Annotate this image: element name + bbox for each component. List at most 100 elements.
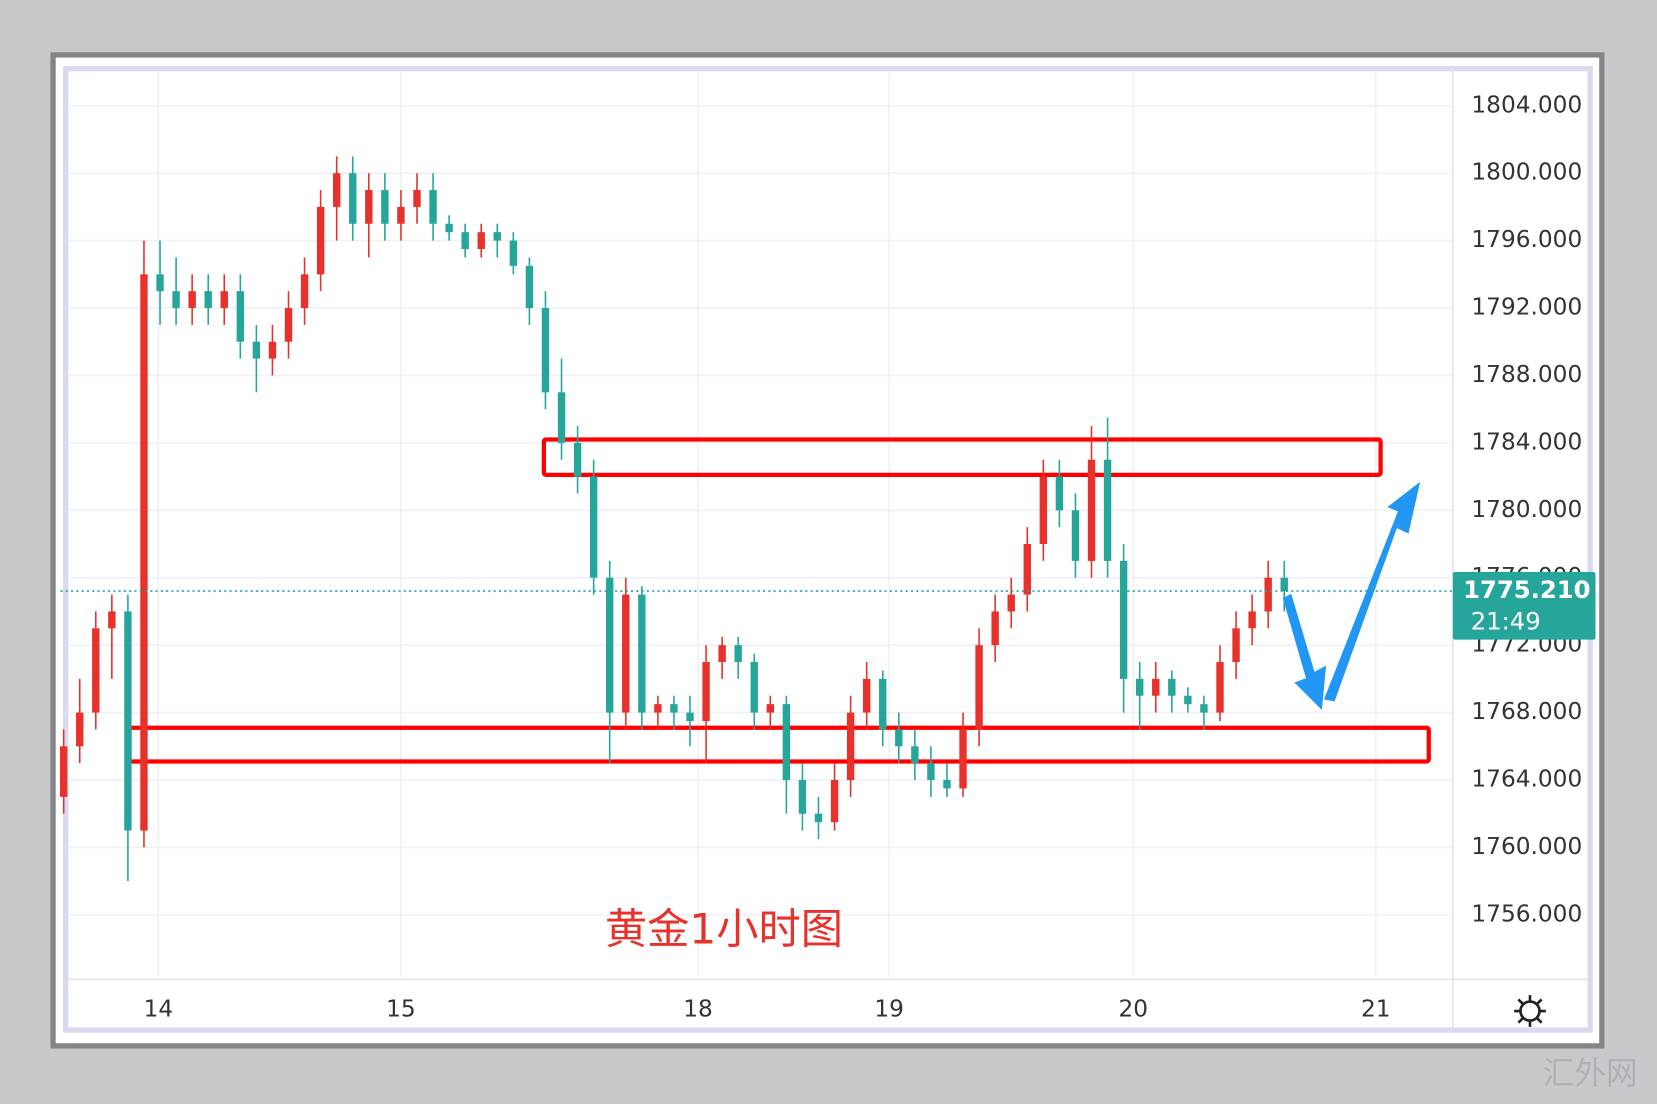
candle-body bbox=[557, 392, 566, 443]
candle-body bbox=[92, 628, 100, 713]
candle-body bbox=[268, 341, 277, 359]
candle-body bbox=[349, 173, 357, 224]
candle-body bbox=[1055, 476, 1064, 511]
last-price-label: 1775.210 bbox=[1463, 575, 1591, 604]
gear-teeth[interactable] bbox=[1514, 995, 1546, 1027]
candle-body bbox=[509, 240, 518, 266]
last-price-box bbox=[1452, 572, 1596, 640]
candle-body bbox=[573, 442, 582, 477]
candle-body bbox=[1184, 695, 1192, 705]
candle-body bbox=[862, 678, 871, 713]
candle-body bbox=[461, 232, 469, 250]
candle-body bbox=[108, 611, 116, 629]
candle-body bbox=[830, 780, 839, 823]
candle-body bbox=[140, 274, 148, 831]
inner-frame bbox=[63, 66, 1593, 1033]
candle-body bbox=[638, 594, 646, 713]
candle-body bbox=[1087, 459, 1096, 561]
candle-body bbox=[1200, 704, 1208, 713]
candle-body bbox=[1264, 577, 1272, 612]
candle-body bbox=[1168, 678, 1176, 696]
candle-body bbox=[734, 645, 742, 663]
x-tick-label: 21 bbox=[1361, 995, 1391, 1022]
candle-body bbox=[284, 308, 293, 342]
y-tick-label: 1800.000 bbox=[1471, 159, 1582, 186]
candle-body bbox=[718, 645, 726, 663]
candle-body bbox=[1007, 594, 1015, 612]
candle-body bbox=[589, 476, 598, 578]
candle-body bbox=[927, 763, 935, 781]
candle-body bbox=[413, 190, 421, 207]
candle-body bbox=[622, 594, 630, 713]
candle-body bbox=[477, 232, 485, 250]
candle-body bbox=[606, 577, 614, 713]
x-tick-label: 18 bbox=[683, 995, 713, 1022]
candle-body bbox=[541, 308, 550, 393]
countdown: 21:49 bbox=[1471, 607, 1541, 636]
candle-body bbox=[1135, 678, 1144, 696]
candle-body bbox=[686, 712, 694, 722]
zone bbox=[541, 437, 1383, 478]
candle-body bbox=[365, 190, 373, 224]
candle-body bbox=[814, 813, 823, 823]
candle-body bbox=[1023, 544, 1031, 595]
candle-body bbox=[1232, 628, 1240, 663]
candles bbox=[59, 156, 1288, 882]
y-tick-label: 1780.000 bbox=[1471, 496, 1582, 523]
candle-body bbox=[236, 291, 245, 342]
y-tick-label: 1784.000 bbox=[1471, 428, 1582, 455]
candle-body bbox=[381, 190, 389, 224]
candle-body bbox=[654, 704, 662, 713]
candle-body bbox=[332, 173, 341, 207]
candle-body bbox=[445, 223, 453, 233]
candle-body bbox=[879, 678, 887, 730]
y-tick-label: 1796.000 bbox=[1471, 226, 1582, 253]
grid bbox=[67, 70, 1453, 978]
candle-body bbox=[1280, 577, 1288, 592]
candle-body bbox=[204, 291, 212, 309]
y-tick-label: 1760.000 bbox=[1471, 833, 1582, 860]
y-tick-label: 1788.000 bbox=[1471, 361, 1582, 388]
x-tick-label: 19 bbox=[874, 995, 904, 1022]
candle-body bbox=[300, 274, 309, 309]
candle-body bbox=[782, 704, 791, 781]
y-tick-label: 1804.000 bbox=[1471, 91, 1582, 118]
candle-body bbox=[798, 780, 807, 814]
candle-body bbox=[493, 232, 501, 241]
candle-body bbox=[975, 645, 983, 730]
labels: 1756.0001760.0001764.0001768.0001772.000… bbox=[60, 91, 1596, 1022]
candle-body bbox=[846, 712, 855, 781]
y-tick-label: 1792.000 bbox=[1471, 294, 1582, 321]
candle-body bbox=[1248, 611, 1256, 629]
settings-icon[interactable] bbox=[1514, 995, 1546, 1027]
candle-body bbox=[76, 712, 84, 747]
y-tick-label: 1768.000 bbox=[1471, 698, 1582, 725]
candle-body bbox=[1119, 560, 1128, 679]
x-tick-label: 14 bbox=[144, 995, 174, 1022]
candle-body bbox=[1152, 678, 1160, 696]
candle-body bbox=[991, 611, 999, 646]
candle-body bbox=[124, 611, 132, 831]
candle-body bbox=[911, 746, 919, 764]
candle-body bbox=[959, 729, 967, 789]
candle-body bbox=[1039, 476, 1048, 545]
candle-body bbox=[895, 729, 903, 747]
candle-body bbox=[252, 341, 261, 359]
candle-body bbox=[172, 291, 180, 309]
y-tick-label: 1756.000 bbox=[1471, 900, 1582, 927]
candle-body bbox=[1216, 662, 1224, 713]
candle-body bbox=[59, 746, 68, 797]
x-tick-label: 20 bbox=[1118, 995, 1148, 1022]
candle-body bbox=[702, 662, 710, 722]
annotation: 黄金1小时图 bbox=[605, 904, 843, 953]
candle-body bbox=[766, 704, 775, 713]
candle-body bbox=[943, 780, 951, 789]
candle-body bbox=[188, 291, 196, 309]
candle-body bbox=[750, 662, 758, 713]
candle-body bbox=[1071, 510, 1080, 561]
candle-body bbox=[156, 274, 164, 292]
candle-body bbox=[670, 704, 678, 713]
candle-body bbox=[220, 291, 228, 309]
